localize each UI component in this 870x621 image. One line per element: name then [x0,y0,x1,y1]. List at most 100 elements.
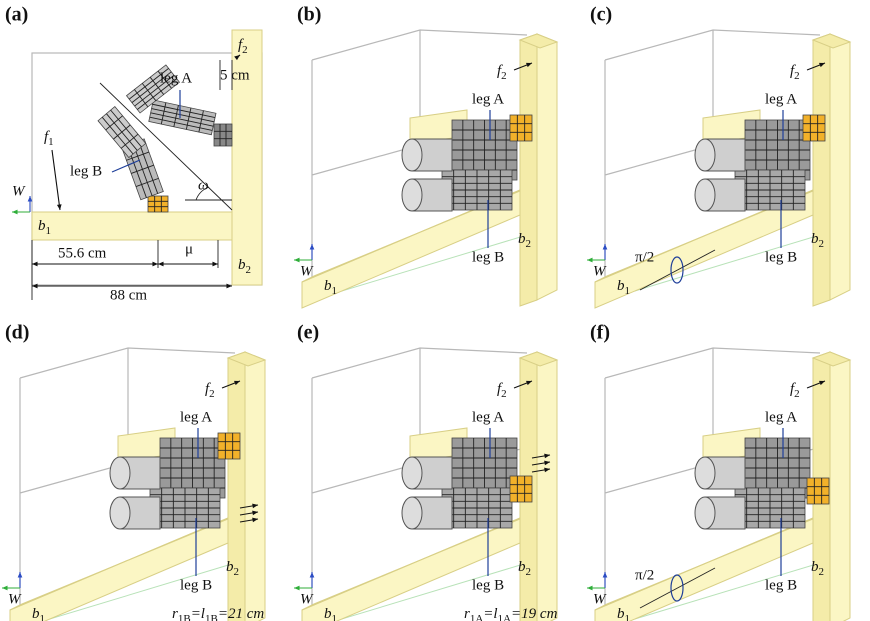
arrow-head [310,244,315,250]
leg-b-upper [98,107,146,158]
label-f2: f2 [790,381,800,399]
arrow-head [2,586,8,591]
subscript: 2 [242,44,248,56]
panel-label: (f) [590,322,610,344]
subscript: 2 [209,388,215,400]
beam-horizontal [32,212,262,240]
cylinder-end [695,457,715,489]
arrow-head [32,262,38,267]
symbol: =19 cm [511,606,558,621]
label-gap: 5 cm [220,67,250,83]
figure: (a)f25 cmleg Af1leg BωWb155.6 cmμb288 cm… [0,0,870,621]
label-leg-b: leg B [70,163,102,179]
subscript: 2 [501,388,507,400]
subscript: 2 [234,566,240,578]
panel: (e)f2leg Aleg Bb2Wb1r1A=l1A=19 cm [294,322,558,621]
symbol: =21 cm [218,606,265,621]
block [510,476,532,502]
label-length-88: 88 cm [110,287,147,303]
cylinder-end [402,139,422,171]
block [148,196,168,212]
post-side [520,34,537,306]
subscript: 2 [794,70,800,82]
arrow-head [587,258,593,263]
arrow-head [152,262,158,267]
post-front [830,34,850,300]
label-leg-a: leg A [160,70,192,86]
symbol: =l [191,606,205,621]
arrow-head [212,262,218,267]
panel-label: (c) [590,4,612,26]
label-w: W [300,591,314,607]
symbol: =l [483,606,497,621]
panel-label: (d) [5,322,29,344]
arrow [52,150,60,210]
label-leg-b: leg B [472,249,504,265]
arrow-head [158,262,164,267]
label-f2: f2 [497,381,507,399]
subscript: 1A [498,613,512,621]
subscript: 1 [332,613,338,621]
arrow-head [587,586,593,591]
post-front [537,352,557,621]
subscript: 2 [819,566,825,578]
subscript: 1 [625,613,631,621]
annotation: r1B=l1B=21 cm [172,606,264,621]
label-f2: f2 [205,381,215,399]
subscript: 1 [46,225,52,237]
panel: (d)f2leg Aleg Bb2Wb1r1B=l1B=21 cm [2,322,265,621]
subscript: 1 [48,136,54,148]
panel: (c)f2leg Aleg Bb2Wb1π/2 [587,4,850,308]
subscript: 1 [332,285,338,297]
arrow-head [603,572,608,578]
label-mu: μ [185,241,193,257]
panel-label: (a) [5,4,28,26]
arrow-head [294,258,300,263]
subscript: 1B [178,613,191,621]
subscript: 2 [501,70,507,82]
label-f2: f2 [790,63,800,81]
subscript: 2 [526,566,532,578]
subscript: 2 [526,238,532,250]
arrow-head [12,210,18,215]
leg-a [149,100,216,135]
arrow-head [32,284,38,289]
arrow-head [310,572,315,578]
label-leg-a: leg A [472,91,504,107]
subscript: 2 [246,264,252,276]
subscript: 1 [40,613,46,621]
cylinder-end [402,457,422,489]
label-leg-a: leg A [765,91,797,107]
block [510,115,532,141]
label-leg-b: leg B [180,577,212,593]
panel-label: (b) [297,4,321,26]
post-front [245,352,265,621]
label-omega: ω [198,177,209,193]
cylinder-end [402,497,422,529]
arrow-head [294,586,300,591]
cylinder-end [695,497,715,529]
label-w: W [12,183,26,199]
arrow-head [603,244,608,250]
post-side [228,352,245,621]
annotation: r1A=l1A=19 cm [464,606,558,621]
label-rotation: π/2 [635,249,654,265]
subscript: 2 [794,388,800,400]
post-side [813,34,830,306]
subscript: 1A [470,613,484,621]
block [803,115,825,141]
panel-label: (e) [297,322,319,344]
arrow-head [18,572,23,578]
arrow-head [57,204,62,210]
label-leg-a: leg A [180,409,212,425]
label-length-55: 55.6 cm [58,245,107,261]
arrow-head [226,284,232,289]
label-f1: f1 [44,129,54,147]
cylinder-end [110,497,130,529]
label-leg-b: leg B [765,249,797,265]
label-w: W [593,263,607,279]
cylinder-end [695,179,715,211]
subscript: 1B [205,613,218,621]
